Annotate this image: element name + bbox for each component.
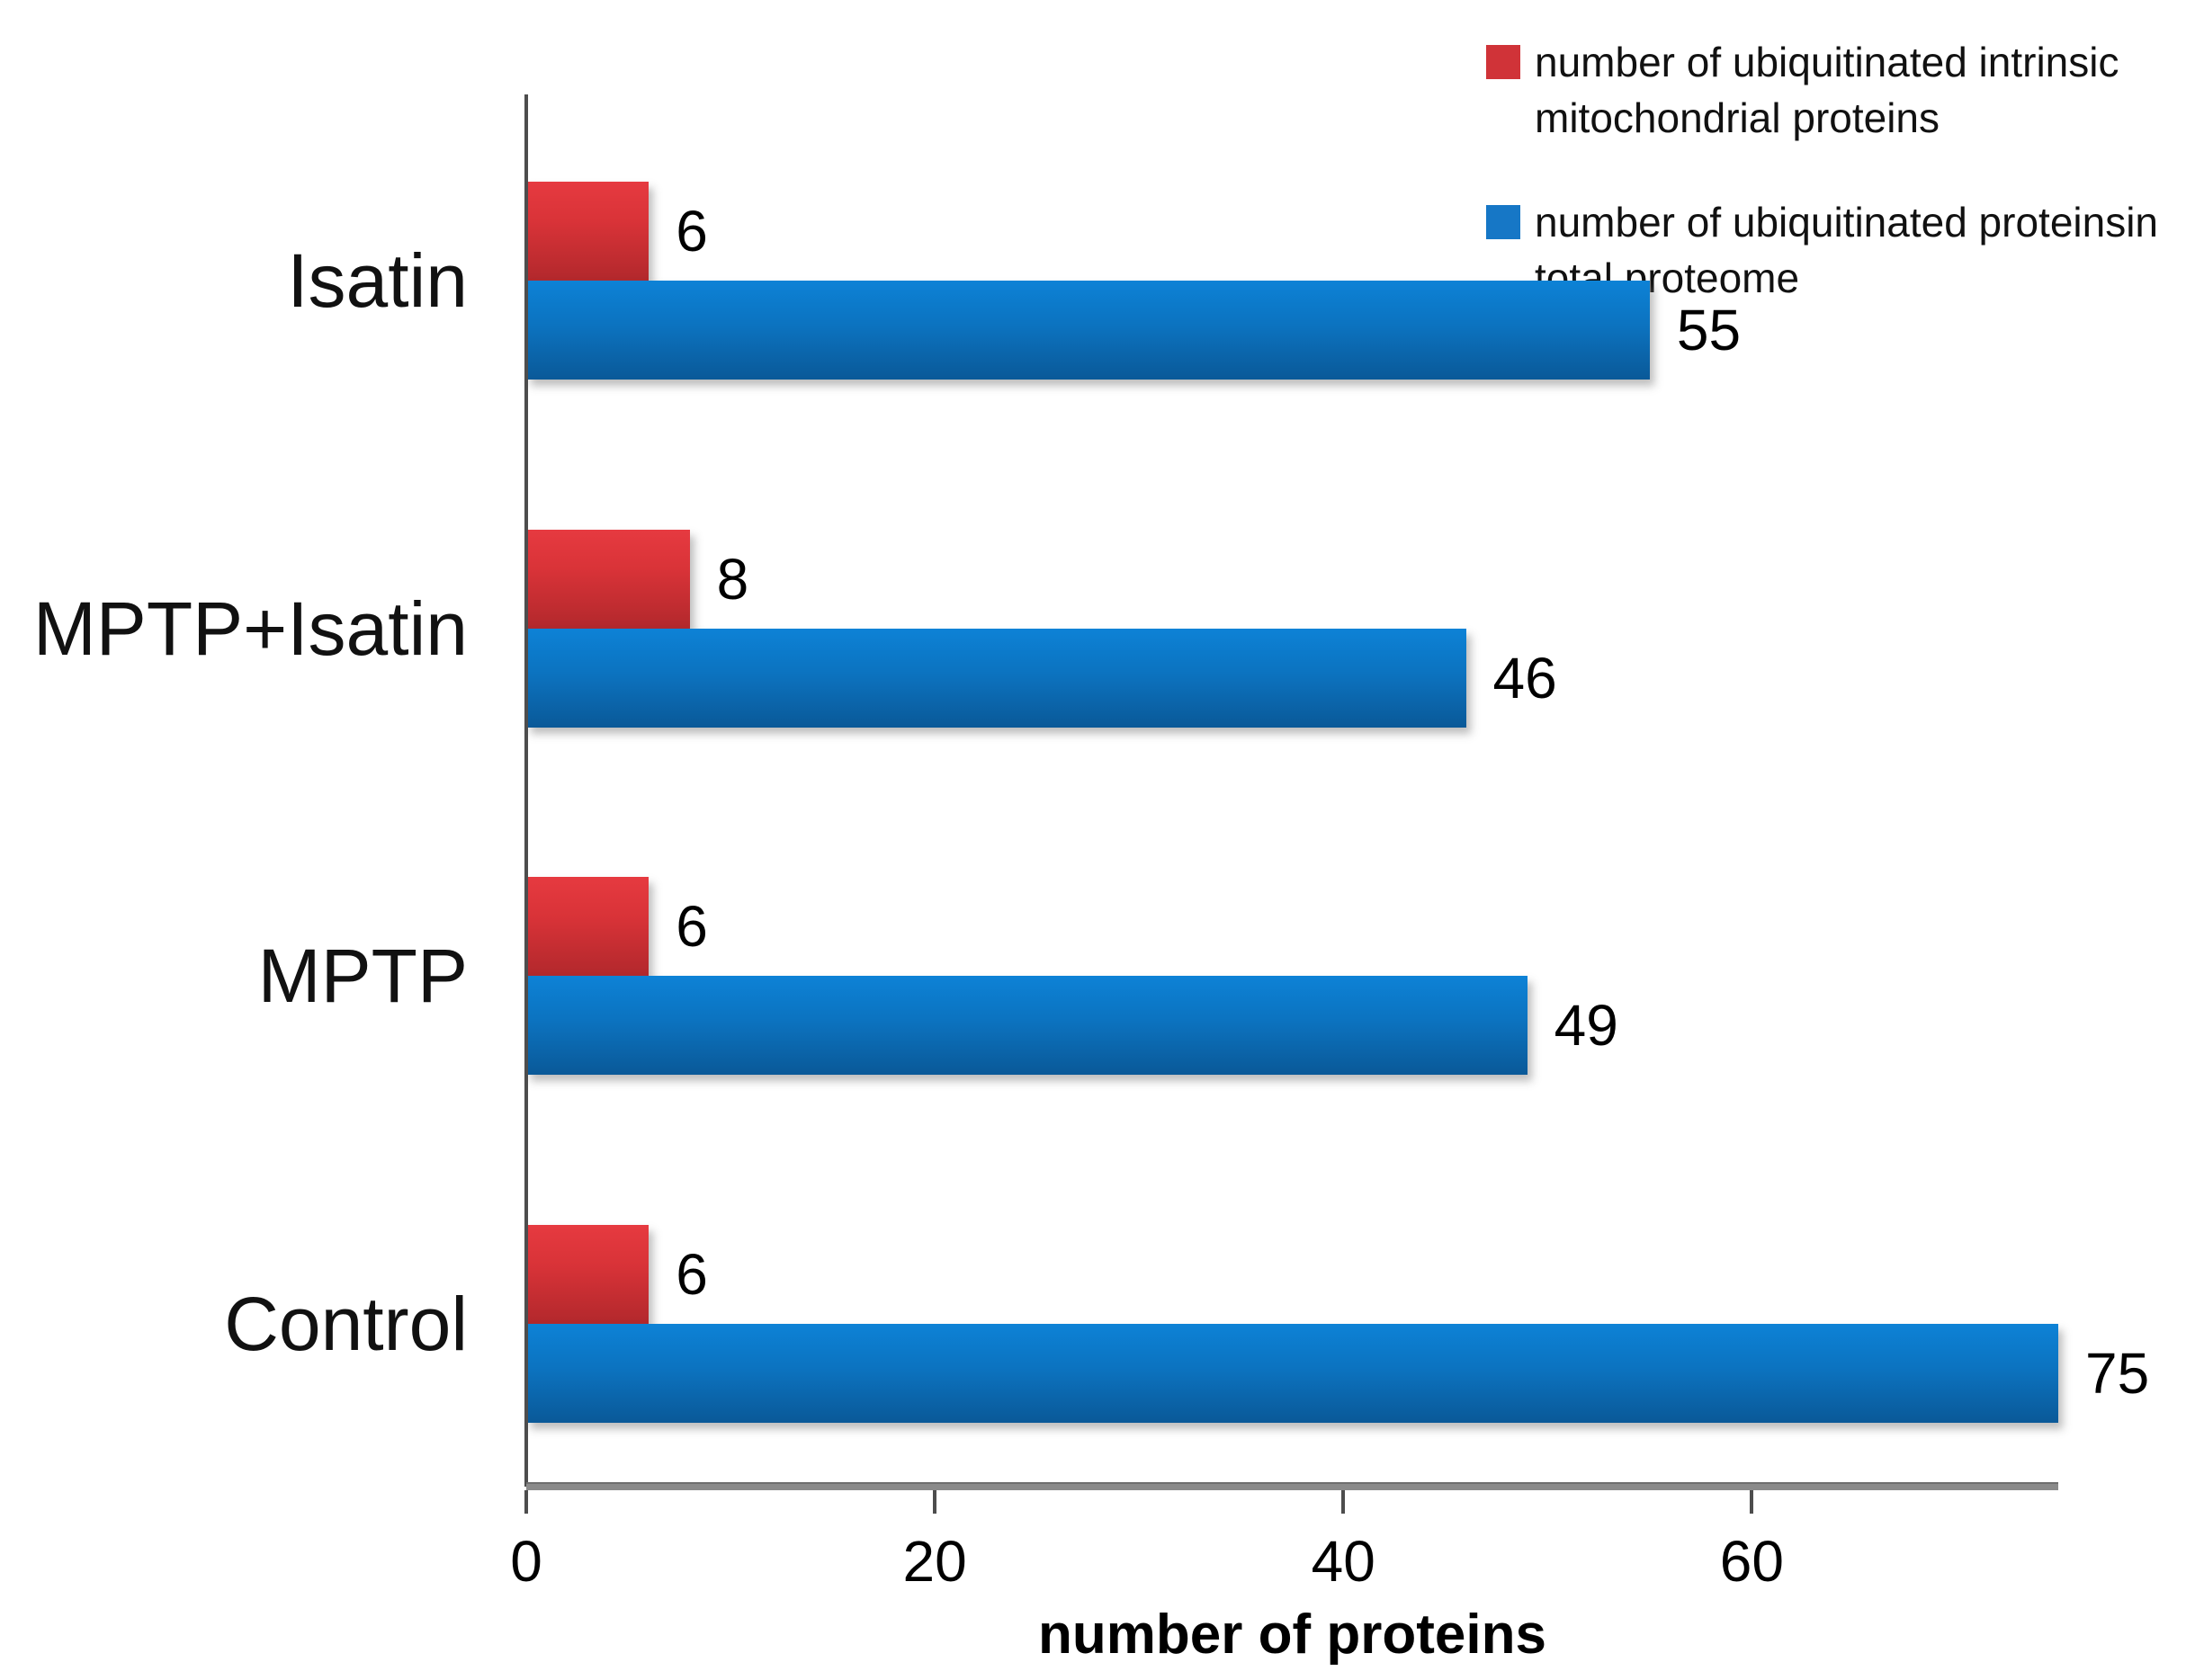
bar-row: 6 [526,877,2058,976]
category-label-control: Control [224,1282,468,1366]
legend: number of ubiquitinated intrinsic mitoch… [1486,34,2158,354]
data-label: 75 [2085,1341,2150,1406]
y-axis-line [524,94,528,1487]
x-axis-tick [933,1490,937,1514]
bar-blue-mptp-isatin [526,629,1466,728]
x-tick-label: 40 [1311,1529,1375,1594]
bar-row: 55 [526,281,2058,380]
data-label: 8 [716,547,749,612]
bar-row: 75 [526,1324,2149,1423]
x-axis-title: number of proteins [1038,1604,1546,1666]
legend-label-mitochondrial: number of ubiquitinated intrinsic mitoch… [1535,34,2119,146]
x-axis-line [526,1482,2058,1490]
bar-row: 6 [526,1225,2058,1324]
x-axis-tick [1341,1490,1346,1514]
category-label-isatin: Isatin [287,238,468,323]
legend-label-total-proteome: number of ubiquitinated proteinsin total… [1535,194,2158,306]
legend-line: number of ubiquitinated proteinsin [1535,199,2159,246]
bar-blue-isatin [526,281,1650,380]
legend-item-total-proteome: number of ubiquitinated proteinsin total… [1486,194,2158,306]
bar-group-mptp: 6 49 [526,790,2058,1138]
bar-red-isatin [526,182,650,281]
legend-swatch-red-icon [1486,45,1520,79]
data-label: 46 [1492,646,1557,710]
plot-area: 6 55 8 46 6 49 [526,94,2149,1486]
x-tick-label: 20 [902,1529,967,1594]
data-label: 49 [1554,993,1618,1058]
data-label: 6 [676,894,708,959]
category-axis-labels: Isatin MPTP+Isatin MPTP Control [0,94,468,1485]
category-label-mptp: MPTP [257,934,468,1018]
data-label: 55 [1676,298,1742,362]
bar-row: 6 [526,182,2058,281]
bar-row: 46 [526,629,2058,728]
x-tick-label: 0 [510,1529,542,1594]
bar-row: 49 [526,976,2058,1075]
x-axis-tick [1750,1490,1754,1514]
legend-item-mitochondrial: number of ubiquitinated intrinsic mitoch… [1486,34,2158,146]
bar-group-mptp-isatin: 8 46 [526,442,2058,791]
bar-blue-control [526,1324,2058,1423]
bar-row: 8 [526,530,2058,629]
bar-red-control [526,1225,650,1324]
x-axis-ticks: 0 20 40 60 [510,1490,2058,1598]
bar-red-mptp [526,877,650,976]
bar-red-mptp-isatin [526,530,690,629]
data-label: 6 [676,199,708,264]
bar-group-isatin: 6 55 [526,94,2058,442]
x-tick-label: 60 [1719,1529,1784,1594]
legend-line: number of ubiquitinated intrinsic [1535,39,2119,85]
legend-swatch-blue-icon [1486,205,1520,239]
bar-group-control: 6 75 [526,1138,2149,1486]
bar-blue-mptp [526,976,1528,1075]
data-label: 6 [676,1242,708,1307]
legend-line: mitochondrial proteins [1535,94,1940,141]
category-label-mptp-isatin: MPTP+Isatin [32,586,468,671]
x-axis-tick [524,1490,528,1514]
